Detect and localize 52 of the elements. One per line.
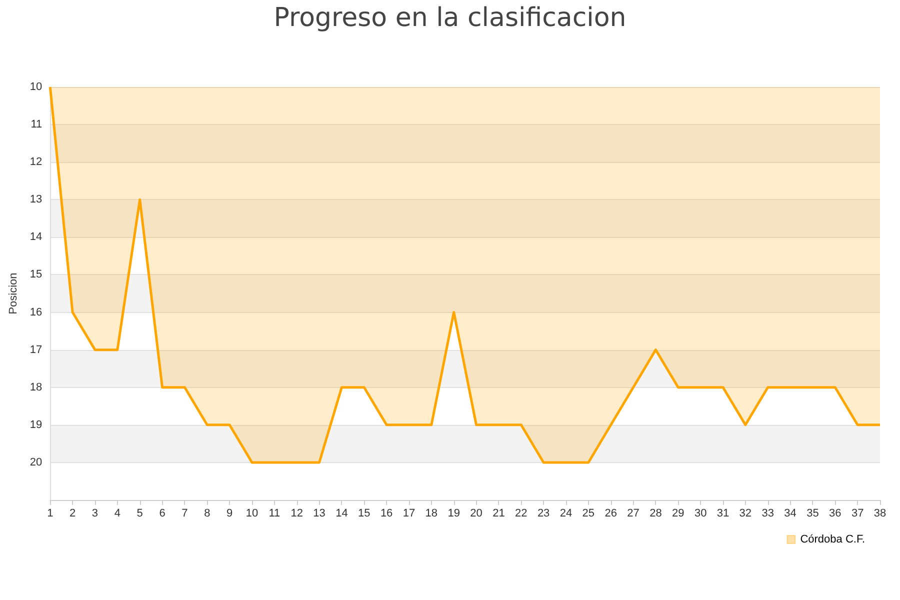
y-axis-title: Posicion <box>8 272 20 314</box>
x-tick-label: 28 <box>650 508 662 520</box>
x-tick-label: 26 <box>604 508 617 520</box>
x-tick-label: 23 <box>537 508 550 520</box>
x-tick-label: 16 <box>380 508 393 520</box>
x-tick-label: 17 <box>402 508 416 520</box>
y-tick-label: 13 <box>30 194 42 206</box>
x-tick-label: 10 <box>246 508 258 520</box>
x-tick-label: 7 <box>182 508 188 520</box>
x-tick-label: 36 <box>829 508 842 520</box>
x-tick-label: 33 <box>762 508 774 520</box>
y-tick-label: 15 <box>30 268 42 281</box>
y-tick-label: 20 <box>30 456 42 468</box>
x-tick-label: 37 <box>851 508 864 520</box>
x-tick-label: 11 <box>268 508 280 520</box>
x-tick-label: 2 <box>70 508 76 520</box>
x-tick-label: 19 <box>448 508 460 520</box>
x-tick-label: 24 <box>560 508 572 520</box>
x-tick-label: 22 <box>515 508 528 520</box>
x-tick-label: 25 <box>582 508 595 520</box>
y-tick-label: 10 <box>30 81 42 93</box>
x-tick-label: 18 <box>425 508 438 520</box>
x-tick-label: 38 <box>874 508 886 520</box>
x-tick-label: 15 <box>358 508 370 520</box>
x-tick-label: 35 <box>806 508 819 520</box>
x-tick-label: 5 <box>136 508 143 520</box>
x-tick-label: 1 <box>47 508 54 520</box>
y-tick-label: 12 <box>30 156 42 168</box>
x-tick-label: 31 <box>716 508 730 520</box>
x-tick-label: 9 <box>226 508 233 520</box>
x-tick-label: 32 <box>739 508 752 520</box>
x-tick-label: 27 <box>627 508 640 520</box>
x-tick-label: 13 <box>313 508 326 520</box>
x-tick-label: 8 <box>204 508 210 520</box>
x-tick-label: 34 <box>784 508 796 520</box>
y-tick-label: 19 <box>30 418 42 431</box>
x-tick-label: 14 <box>336 508 348 520</box>
x-tick-label: 6 <box>159 508 166 520</box>
y-tick-label: 11 <box>30 118 42 131</box>
y-tick-label: 18 <box>30 381 42 394</box>
x-tick-label: 30 <box>694 508 707 520</box>
y-tick-label: 16 <box>30 306 42 318</box>
x-tick-label: 21 <box>492 508 505 520</box>
chart-title: Progreso en la clasificacion <box>274 3 626 33</box>
x-tick-label: 29 <box>672 508 684 520</box>
y-tick-label: 14 <box>30 231 42 244</box>
x-tick-label: 4 <box>114 508 120 520</box>
x-tick-label: 3 <box>92 508 98 520</box>
legend-label: Córdoba C.F. <box>800 534 866 546</box>
x-tick-label: 20 <box>470 508 482 520</box>
x-tick-label: 12 <box>290 508 303 520</box>
y-tick-label: 17 <box>30 344 42 356</box>
